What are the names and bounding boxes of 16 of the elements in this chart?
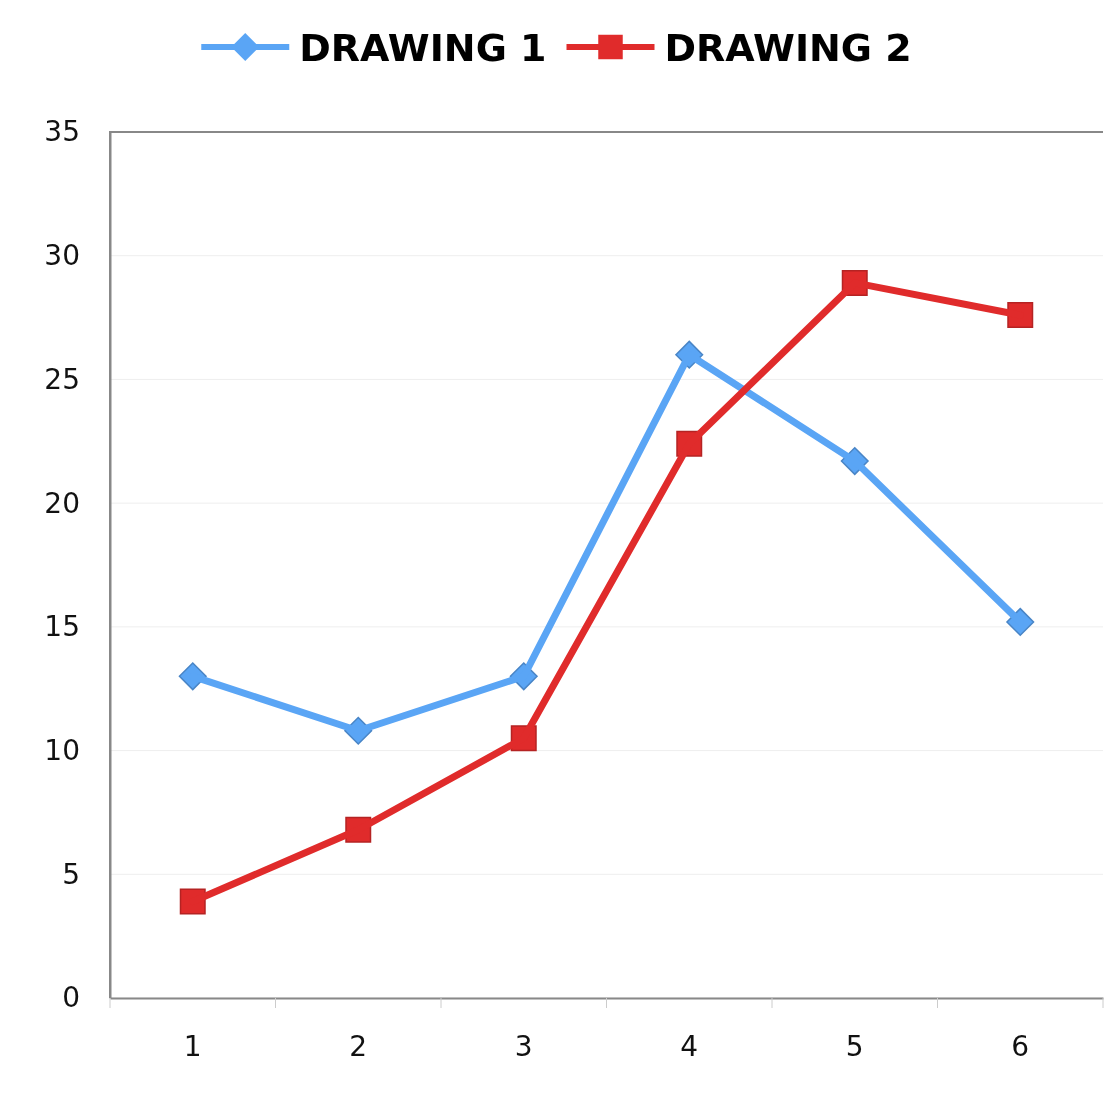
y-tick-label: 10 xyxy=(44,734,80,768)
y-tick-label: 20 xyxy=(44,486,80,520)
y-tick-label: 15 xyxy=(44,610,80,644)
x-tick-label: 5 xyxy=(845,1029,864,1063)
y-tick-label: 35 xyxy=(44,115,80,149)
x-tick-label: 1 xyxy=(183,1029,202,1063)
x-tick-label: 4 xyxy=(680,1029,699,1063)
x-tick-label: 6 xyxy=(1011,1029,1030,1063)
y-tick-label: 30 xyxy=(44,239,80,273)
x-tick-label: 2 xyxy=(349,1029,368,1063)
y-tick-label: 5 xyxy=(62,857,80,891)
y-tick-label: 25 xyxy=(44,362,80,396)
legend-label: DRAWING 2 xyxy=(664,25,912,70)
y-tick-label: 0 xyxy=(62,981,80,1015)
legend-label: DRAWING 1 xyxy=(299,25,547,70)
x-tick-label: 3 xyxy=(514,1029,533,1063)
